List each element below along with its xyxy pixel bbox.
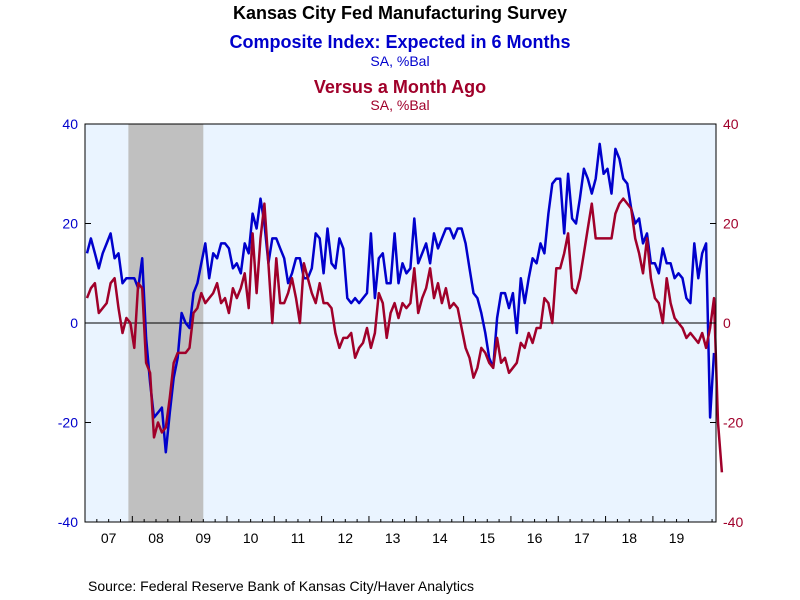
y-left-tick-label: 40 — [62, 116, 78, 132]
y-left-tick-label: 0 — [70, 315, 78, 331]
y-left-tick-label: -20 — [58, 415, 78, 431]
x-tick-label: 10 — [243, 530, 259, 546]
x-tick-label: 08 — [148, 530, 164, 546]
y-left-tick-label: 20 — [62, 216, 78, 232]
subtitle-mom: Versus a Month Ago — [314, 77, 486, 97]
y-right-tick-label: -20 — [723, 415, 743, 431]
expected-6-months-line — [85, 142, 716, 454]
x-tick-label: 14 — [432, 530, 448, 546]
x-tick-label: 18 — [621, 530, 637, 546]
y-right-tick-label: 40 — [723, 116, 739, 132]
x-tick-label: 12 — [337, 530, 353, 546]
x-tick-label: 19 — [669, 530, 685, 546]
x-tick-label: 16 — [527, 530, 543, 546]
subtitle-expected: Composite Index: Expected in 6 Months — [229, 32, 570, 52]
subtitle-mom-units: SA, %Bal — [370, 97, 429, 113]
x-tick-label: 13 — [385, 530, 401, 546]
versus-month-ago-line — [85, 197, 724, 473]
source-note: Source: Federal Reserve Bank of Kansas C… — [88, 578, 474, 594]
subtitle-expected-units: SA, %Bal — [370, 53, 429, 69]
y-right-tick-label: -40 — [723, 514, 743, 530]
y-right-tick-label: 20 — [723, 216, 739, 232]
chart-title: Kansas City Fed Manufacturing Survey — [233, 3, 567, 23]
x-tick-label: 11 — [291, 530, 306, 546]
x-tick-label: 07 — [101, 530, 117, 546]
x-tick-label: 15 — [479, 530, 495, 546]
y-right-tick-label: 0 — [723, 315, 731, 331]
y-left-tick-label: -40 — [58, 514, 78, 530]
x-tick-label: 09 — [196, 530, 212, 546]
x-tick-label: 17 — [574, 530, 590, 546]
